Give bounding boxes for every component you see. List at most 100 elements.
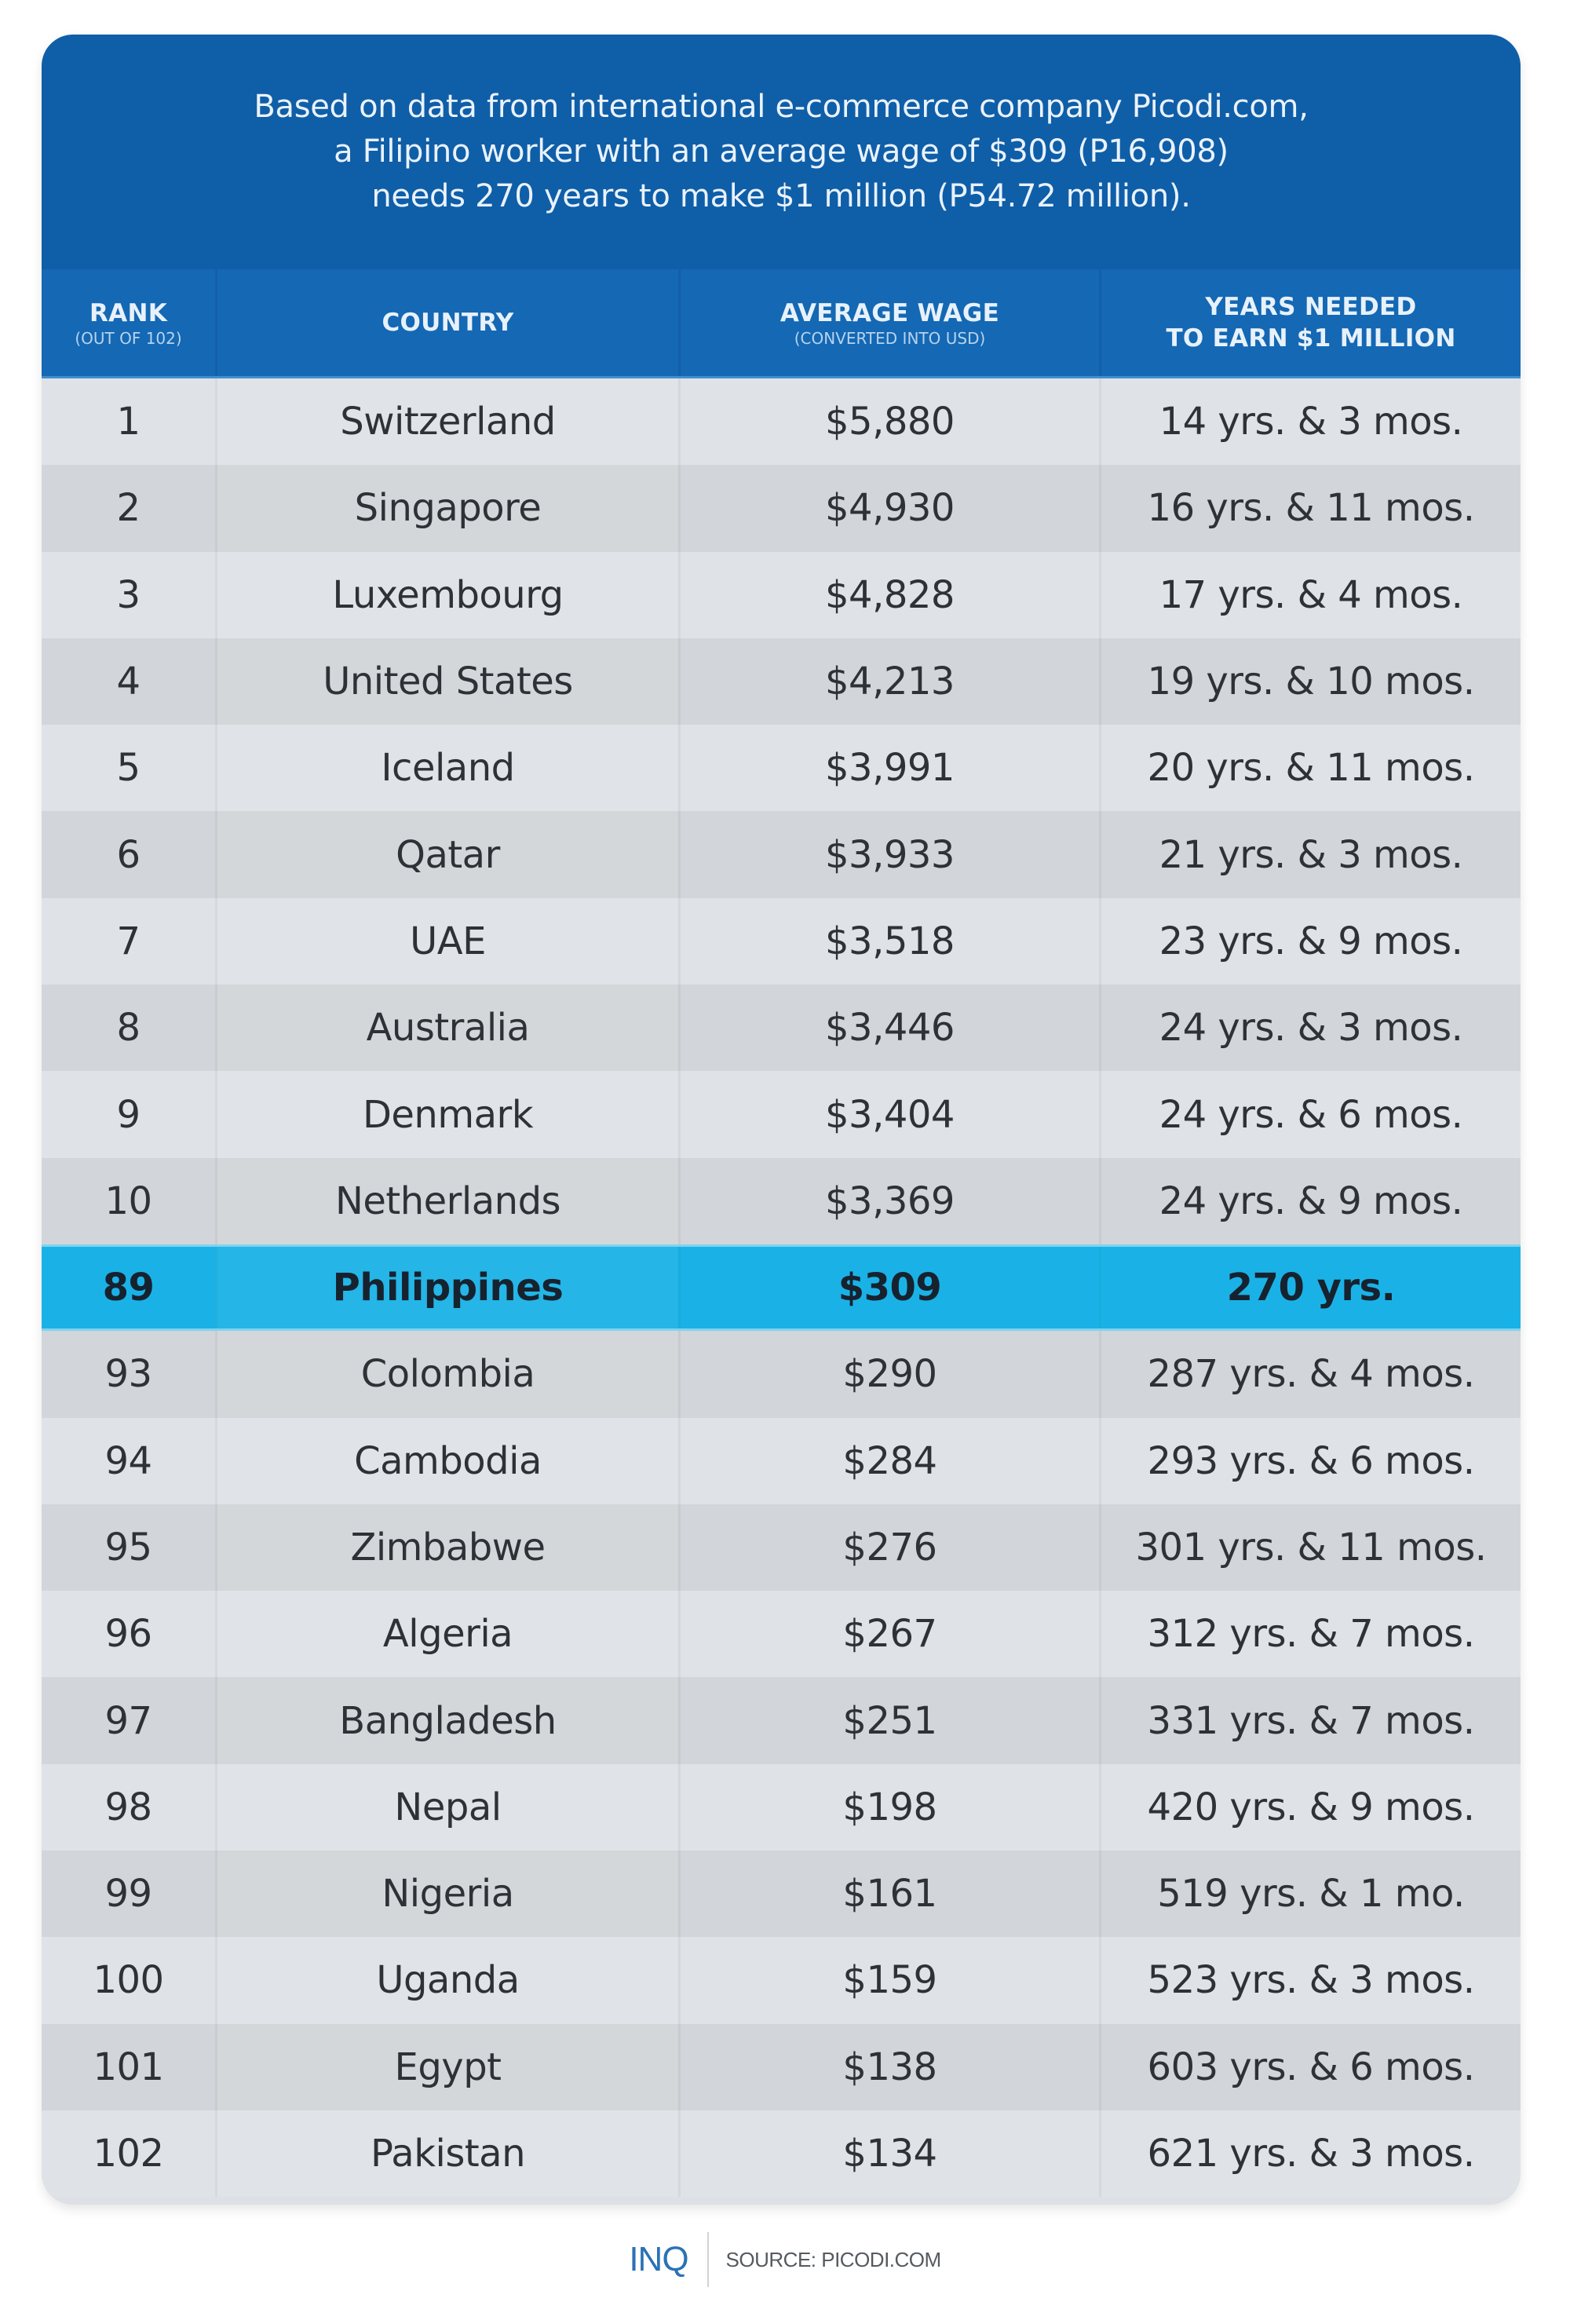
average-wage-cell: $251: [678, 1677, 1099, 1764]
column-header-label: AVERAGE WAGE: [780, 299, 1000, 327]
average-wage-cell: $4,828: [678, 551, 1099, 638]
table-row: 9 Denmark $3,404 24 yrs. & 6 mos.: [42, 1071, 1521, 1158]
table-row: 2 Singapore $4,930 16 yrs. & 11 mos.: [42, 465, 1521, 552]
column-header-label: YEARS NEEDED: [1205, 293, 1417, 321]
intro-banner: Based on data from international e-comme…: [42, 35, 1521, 269]
years-needed-cell: 270 yrs.: [1099, 1247, 1521, 1328]
column-header-sublabel: (OUT OF 102): [75, 329, 182, 348]
table-row: 7 UAE $3,518 23 yrs. & 9 mos.: [42, 897, 1521, 985]
average-wage-cell: $3,404: [678, 1071, 1099, 1158]
years-needed-cell: 20 yrs. & 11 mos.: [1099, 725, 1521, 812]
country-cell: Iceland: [215, 725, 678, 812]
table-row: 6 Qatar $3,933 21 yrs. & 3 mos.: [42, 811, 1521, 898]
average-wage-cell: $284: [678, 1417, 1099, 1504]
table-row: 96 Algeria $267 312 yrs. & 7 mos.: [42, 1591, 1521, 1678]
table-row: 98 Nepal $198 420 yrs. & 9 mos.: [42, 1763, 1521, 1851]
column-header-rank: RANK (OUT OF 102): [42, 269, 215, 376]
intro-line-3: needs 270 years to make $1 million (P54.…: [371, 178, 1191, 214]
rank-cell: 9: [116, 1092, 141, 1137]
years-needed-cell: 420 yrs. & 9 mos.: [1099, 1763, 1521, 1851]
years-needed-cell: 293 yrs. & 6 mos.: [1099, 1417, 1521, 1504]
rank-cell: 100: [93, 1958, 164, 2003]
years-needed-cell: 14 yrs. & 3 mos.: [1099, 378, 1521, 466]
average-wage-cell: $3,933: [678, 811, 1099, 898]
years-needed-cell: 24 yrs. & 3 mos.: [1099, 985, 1521, 1072]
years-needed-cell: 16 yrs. & 11 mos.: [1099, 465, 1521, 552]
source-credit: SOURCE: PICODI.COM: [725, 2247, 942, 2271]
years-needed-cell: 24 yrs. & 6 mos.: [1099, 1071, 1521, 1158]
average-wage-cell: $276: [678, 1504, 1099, 1591]
country-cell: Bangladesh: [215, 1677, 678, 1764]
rank-cell: 95: [104, 1526, 152, 1569]
country-cell: Cambodia: [215, 1417, 678, 1504]
rank-cell: 98: [104, 1785, 152, 1829]
country-cell: Zimbabwe: [215, 1504, 678, 1591]
average-wage-cell: $138: [678, 2023, 1099, 2110]
table-row: 100 Uganda $159 523 yrs. & 3 mos.: [42, 1937, 1521, 2024]
country-cell: UAE: [215, 897, 678, 985]
table-row: 1 Switzerland $5,880 14 yrs. & 3 mos.: [42, 378, 1521, 466]
table-row: 3 Luxembourg $4,828 17 yrs. & 4 mos.: [42, 551, 1521, 638]
average-wage-cell: $5,880: [678, 378, 1099, 466]
rank-cell: 8: [116, 1006, 141, 1051]
average-wage-cell: $161: [678, 1851, 1099, 1938]
rank-cell: 94: [104, 1438, 152, 1483]
years-needed-cell: 24 yrs. & 9 mos.: [1099, 1157, 1521, 1244]
country-cell: United States: [215, 638, 678, 725]
average-wage-cell: $4,213: [678, 638, 1099, 725]
years-needed-cell: 23 yrs. & 9 mos.: [1099, 897, 1521, 985]
rank-cell: 102: [93, 2132, 164, 2176]
country-cell: Nepal: [215, 1763, 678, 1851]
footer-divider: [706, 2232, 709, 2287]
table-row: 97 Bangladesh $251 331 yrs. & 7 mos.: [42, 1677, 1521, 1764]
rank-cell: 99: [104, 1872, 152, 1917]
years-needed-cell: 17 yrs. & 4 mos.: [1099, 551, 1521, 638]
table-row: 93 Colombia $290 287 yrs. & 4 mos.: [42, 1331, 1521, 1418]
country-cell: Uganda: [215, 1937, 678, 2024]
years-needed-cell: 519 yrs. & 1 mo.: [1099, 1851, 1521, 1938]
country-cell: Netherlands: [215, 1157, 678, 1244]
average-wage-cell: $3,991: [678, 725, 1099, 812]
years-needed-cell: 603 yrs. & 6 mos.: [1099, 2023, 1521, 2110]
rank-cell: 101: [93, 2044, 164, 2089]
years-needed-cell: 287 yrs. & 4 mos.: [1099, 1331, 1521, 1418]
country-cell: Qatar: [215, 811, 678, 898]
average-wage-cell: $267: [678, 1591, 1099, 1678]
table-row: 10 Netherlands $3,369 24 yrs. & 9 mos.: [42, 1157, 1521, 1244]
rank-cell: 6: [116, 832, 141, 877]
table-row: 99 Nigeria $161 519 yrs. & 1 mo.: [42, 1851, 1521, 1938]
country-cell: Singapore: [215, 465, 678, 552]
table-row: 101 Egypt $138 603 yrs. & 6 mos.: [42, 2023, 1521, 2110]
rank-cell: 4: [116, 660, 141, 704]
country-cell: Pakistan: [215, 2110, 678, 2198]
table-header: RANK (OUT OF 102) COUNTRY AVERAGE WAGE (…: [42, 269, 1521, 378]
intro-text: Based on data from international e-comme…: [42, 85, 1521, 219]
years-needed-cell: 621 yrs. & 3 mos.: [1099, 2110, 1521, 2198]
country-cell: Philippines: [215, 1246, 678, 1329]
column-header-label: RANK: [89, 299, 168, 327]
infographic-card: Based on data from international e-comme…: [42, 35, 1521, 2205]
country-cell: Egypt: [215, 2023, 678, 2110]
years-needed-cell: 19 yrs. & 10 mos.: [1099, 638, 1521, 725]
years-needed-cell: 312 yrs. & 7 mos.: [1099, 1591, 1521, 1678]
average-wage-cell: $134: [678, 2110, 1099, 2198]
country-cell: Denmark: [215, 1071, 678, 1158]
table-row-highlighted: 89 Philippines $309 270 yrs.: [42, 1244, 1521, 1332]
average-wage-cell: $4,930: [678, 465, 1099, 552]
rank-cell: 93: [104, 1352, 152, 1397]
rank-cell: 10: [104, 1178, 152, 1223]
country-cell: Algeria: [215, 1591, 678, 1678]
rank-cell: 7: [116, 919, 141, 963]
table-row: 95 Zimbabwe $276 301 yrs. & 11 mos.: [42, 1504, 1521, 1591]
years-needed-cell: 523 yrs. & 3 mos.: [1099, 1937, 1521, 2024]
years-needed-cell: 331 yrs. & 7 mos.: [1099, 1677, 1521, 1764]
average-wage-cell: $3,369: [678, 1157, 1099, 1244]
country-cell: Nigeria: [215, 1851, 678, 1938]
average-wage-cell: $309: [678, 1247, 1099, 1328]
rank-cell: 5: [116, 746, 141, 791]
rank-cell: 97: [104, 1698, 152, 1743]
country-cell: Australia: [215, 985, 678, 1072]
table-row: 5 Iceland $3,991 20 yrs. & 11 mos.: [42, 725, 1521, 812]
intro-line-2: a Filipino worker with an average wage o…: [334, 133, 1229, 170]
average-wage-cell: $290: [678, 1331, 1099, 1418]
